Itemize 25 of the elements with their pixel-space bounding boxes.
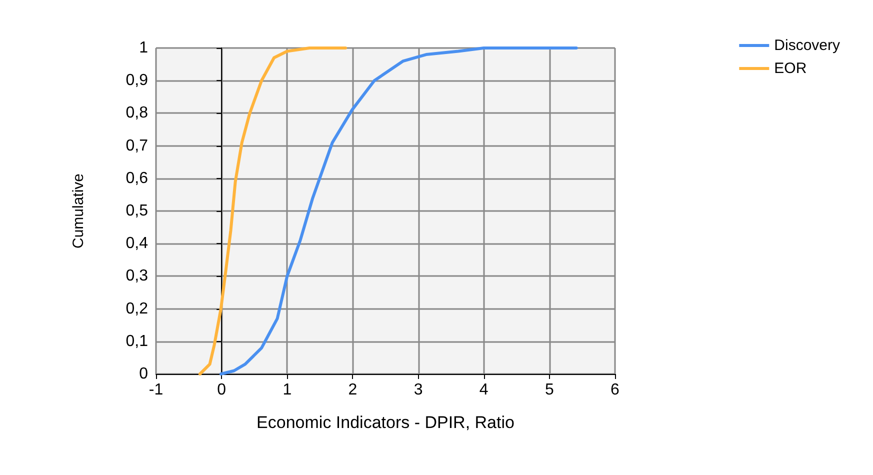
x-tick-label: 5 [544, 382, 554, 398]
x-tick-label: 3 [414, 382, 423, 398]
legend-label: EOR [774, 60, 807, 77]
y-tick-label: 0 [139, 366, 148, 382]
y-tick-label: 0,6 [126, 170, 148, 187]
legend-label: Discovery [774, 37, 840, 54]
y-tick-label: 0,5 [126, 202, 148, 220]
x-tick-label: 4 [479, 382, 488, 398]
y-tick-label: 0,8 [126, 104, 148, 122]
y-tick-label: 0,7 [126, 137, 148, 154]
y-tick-label: 0,2 [126, 300, 148, 318]
y-axis-title: Cumulative [70, 173, 87, 249]
y-tick-label: 0,4 [126, 235, 148, 252]
x-tick-label: 2 [348, 382, 358, 398]
x-tick-label: 0 [217, 382, 226, 398]
x-axis-title: Economic Indicators - DPIR, Ratio [256, 413, 514, 432]
x-tick-label: -1 [148, 382, 164, 398]
y-tick-label: 0,9 [126, 72, 148, 90]
y-tick-label: 0,1 [126, 332, 148, 350]
y-tick-label: 0,3 [126, 268, 148, 285]
y-tick-label: 1 [139, 40, 148, 56]
x-tick-label: 1 [282, 382, 292, 398]
x-tick-label: 6 [610, 382, 620, 398]
line-series [198, 46, 347, 376]
line-series [219, 46, 578, 376]
